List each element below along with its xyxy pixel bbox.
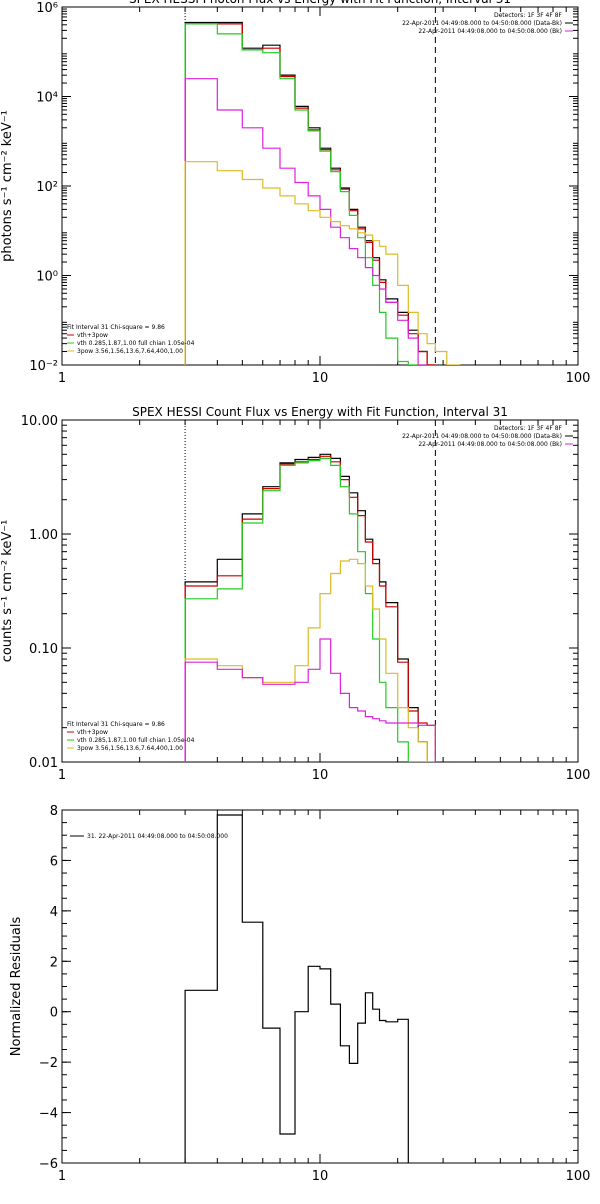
y-tick-label: 10.00 [21,414,58,429]
y-axis-label: photons s⁻¹ cm⁻² keV⁻¹ [0,110,15,262]
y-tick-label: 10² [36,180,58,195]
legend-top-right-entry: 22-Apr-2011 04:49:08.000 to 04:50:08.000… [418,441,562,448]
plot-frame [61,6,579,366]
y-tick-label: 10⁰ [36,270,58,285]
legend-top-right-entry: Detectors: 1F 3F 4F 8F [494,425,563,432]
series-bk [184,78,428,365]
legend-top-right-entry: 22-Apr-2011 04:49:08.000 to 04:50:08.000… [418,28,562,35]
legend-top-right-entry: 22-Apr-2011 04:49:08.000 to 04:50:08.000… [402,433,562,440]
x-tick-label: 1 [58,1169,66,1184]
y-axis-label: counts s⁻¹ cm⁻² keV⁻¹ [0,520,15,663]
series-vth [184,23,428,365]
y-tick-label: −2 [39,1056,58,1071]
x-tick-label: 10 [312,371,329,386]
y-tick-label: 10⁶ [36,1,58,16]
legend-bottom-left-entry: vth 0.285,1.87,1.00 full chian 1.05e-04 [77,340,195,347]
y-tick-label: 4 [50,905,58,920]
y-tick-label: −6 [39,1157,58,1172]
x-tick-label: 100 [566,1169,591,1184]
x-tick-label: 100 [566,768,591,783]
legend-bottom-left-entry: 3pow 3.56,1.56,13.6,7.64,400,1.00 [77,348,183,355]
y-tick-label: 2 [50,955,58,970]
y-tick-label: 8 [50,804,58,819]
plot-frame [61,419,579,763]
x-tick-label: 1 [58,768,66,783]
legend-bottom-left-entry: vth 0.285,1.87,1.00 full chian 1.05e-04 [77,737,195,744]
y-tick-label: 10⁴ [36,91,58,106]
legend-top-left-entry: 31. 22-Apr-2011 04:49:08.000 to 04:50:08… [87,833,228,840]
legend-top-right-entry: Detectors: 1F 3F 4F 8F [494,12,563,19]
y-axis-label: Normalized Residuals [9,917,24,1057]
y-tick-label: 0 [50,1006,58,1021]
legend-bottom-left-entry: vth+3pow [77,332,108,339]
legend-top-right-entry: 22-Apr-2011 04:49:08.000 to 04:50:08.000… [402,20,562,27]
series-vth [184,457,436,762]
legend-bottom-left-entry: 3pow 3.56,1.56,13.6,7.64,400,1.00 [77,745,183,752]
x-tick-label: 100 [566,371,591,386]
plot-title: SPEX HESSI Photon Flux vs Energy with Fi… [129,0,511,6]
x-tick-label: 10 [312,1169,329,1184]
series-residuals [184,814,409,1163]
y-tick-label: −4 [39,1107,58,1122]
y-tick-label: 1.00 [29,528,58,543]
legend-bottom-left-entry: vth+3pow [77,729,108,736]
x-tick-label: 1 [58,371,66,386]
y-tick-label: 0.01 [29,756,58,771]
plot-frame [61,809,579,1164]
y-tick-label: 6 [50,854,58,869]
plot-title: SPEX HESSI Count Flux vs Energy with Fit… [132,405,508,419]
legend-bottom-left-entry: Fit Interval 31 Chi-square = 9.86 [67,324,165,331]
y-tick-label: 0.10 [29,642,58,657]
legend-bottom-left-entry: Fit Interval 31 Chi-square = 9.86 [67,721,165,728]
series-three_pow [184,161,461,365]
x-tick-label: 10 [312,768,329,783]
y-tick-label: 10⁻² [29,359,58,374]
series-bk [184,638,436,762]
